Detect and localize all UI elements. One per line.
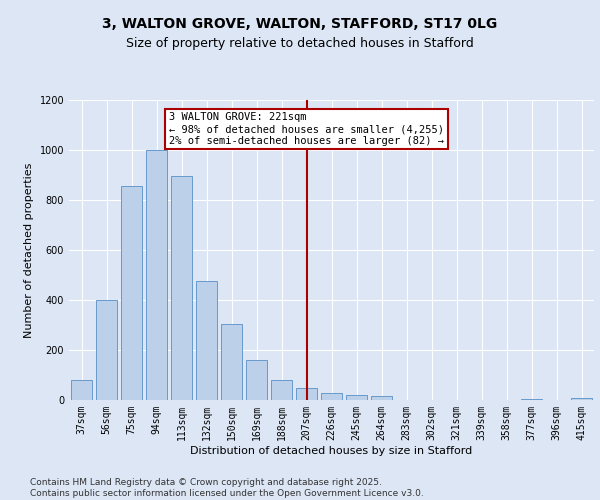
Bar: [571, 398, 592, 400]
Bar: [71, 380, 92, 400]
Text: Size of property relative to detached houses in Stafford: Size of property relative to detached ho…: [126, 38, 474, 51]
X-axis label: Distribution of detached houses by size in Stafford: Distribution of detached houses by size …: [190, 446, 473, 456]
Bar: [96, 300, 117, 400]
Bar: [371, 396, 392, 400]
Bar: [146, 150, 167, 400]
Y-axis label: Number of detached properties: Number of detached properties: [24, 162, 34, 338]
Bar: [521, 399, 542, 400]
Bar: [121, 186, 142, 400]
Text: 3 WALTON GROVE: 221sqm
← 98% of detached houses are smaller (4,255)
2% of semi-d: 3 WALTON GROVE: 221sqm ← 98% of detached…: [169, 112, 444, 146]
Bar: [221, 324, 242, 400]
Bar: [271, 380, 292, 400]
Bar: [171, 176, 192, 400]
Bar: [246, 360, 267, 400]
Bar: [346, 395, 367, 400]
Text: Contains HM Land Registry data © Crown copyright and database right 2025.
Contai: Contains HM Land Registry data © Crown c…: [30, 478, 424, 498]
Bar: [196, 281, 217, 400]
Bar: [296, 388, 317, 400]
Bar: [321, 392, 342, 400]
Text: 3, WALTON GROVE, WALTON, STAFFORD, ST17 0LG: 3, WALTON GROVE, WALTON, STAFFORD, ST17 …: [103, 18, 497, 32]
